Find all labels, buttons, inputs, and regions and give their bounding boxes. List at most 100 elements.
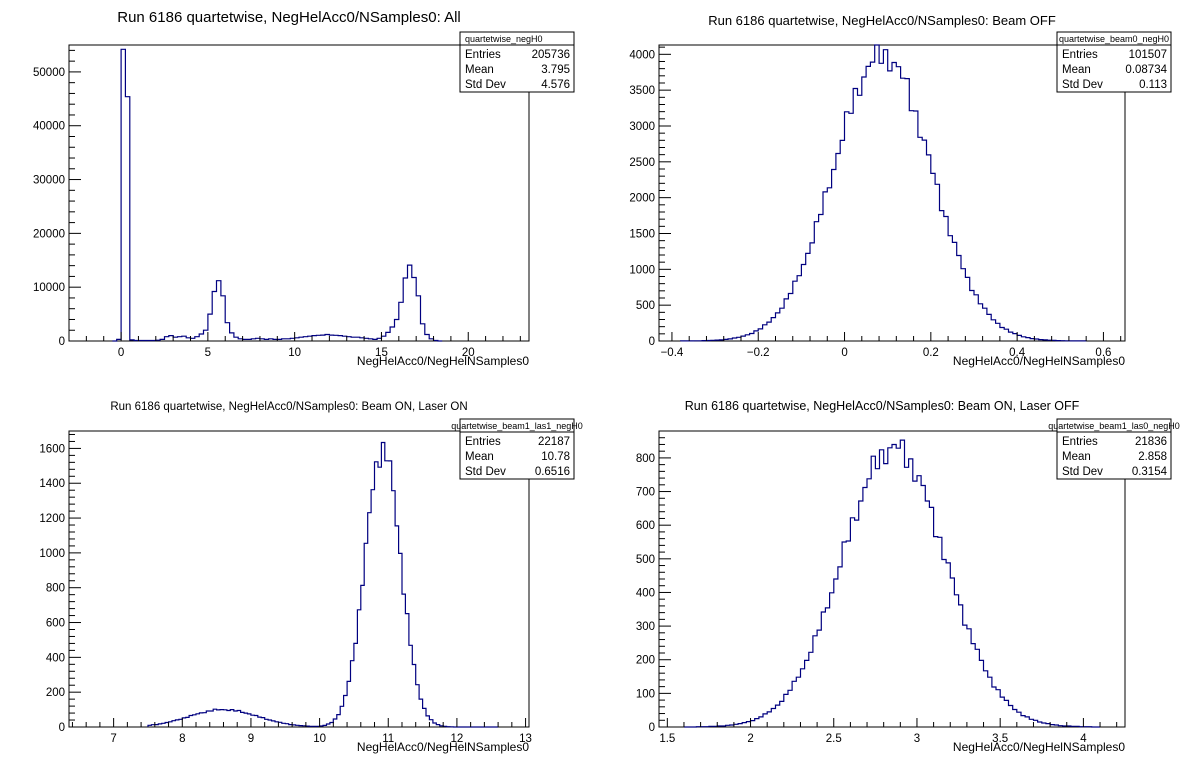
x-tick-label: 10: [313, 733, 326, 745]
x-tick-label: 15: [375, 347, 388, 359]
stats-mean-value: 10.78: [541, 451, 570, 463]
stats-std-dev-value: 4.576: [541, 79, 570, 91]
x-axis-label: NegHelAcc0/NegHelNSamples0: [953, 354, 1125, 368]
x-tick-label: 12: [451, 733, 464, 745]
x-tick-label: 0: [841, 347, 847, 359]
stats-box: quartetwise_negH0 Entries 205736 Mean 3.795 S…: [459, 31, 575, 93]
x-tick-label: 10: [288, 347, 301, 359]
stats-entries-value: 21836: [1135, 436, 1167, 448]
stats-mean-label: Mean: [1062, 64, 1091, 76]
stats-mean-label: Mean: [465, 64, 494, 76]
stats-entries-label: Entries: [465, 49, 501, 61]
y-tick-label: 3500: [629, 85, 655, 97]
stats-std-dev-value: 0.6516: [535, 466, 570, 478]
y-tick-label: 600: [46, 618, 65, 630]
y-tick-label: 600: [636, 520, 655, 532]
x-tick-label: 5: [205, 347, 211, 359]
histogram-series: [147, 441, 499, 728]
y-tick-label: 1000: [39, 548, 65, 560]
x-tick-label: 0.4: [1009, 347, 1026, 359]
y-tick-label: 2500: [629, 157, 655, 169]
stats-std-dev-label: Std Dev: [1062, 466, 1103, 478]
stats-histogram-name: quartetwise_negH0: [465, 34, 543, 44]
y-tick-label: 2000: [629, 193, 655, 205]
y-tick-label: 200: [636, 655, 655, 667]
chart-title: Run 6186 quartetwise, NegHelAcc0/NSample…: [110, 401, 467, 413]
y-tick-label: 300: [636, 621, 655, 633]
stats-box-frame: [1056, 418, 1172, 480]
y-tick-label: 400: [46, 652, 65, 664]
y-tick-label: 1200: [39, 513, 65, 525]
x-tick-label: 2.5: [826, 733, 842, 745]
x-tick-label: 3.5: [992, 733, 1008, 745]
x-axis-label: NegHelAcc0/NegHelNSamples0: [953, 740, 1125, 754]
y-tick-label: 700: [636, 487, 655, 499]
stats-box-frame: [459, 418, 575, 480]
stats-std-dev-label: Std Dev: [1062, 79, 1103, 91]
stats-box: quartetwise_beam1_las1_negH0 Entries 22187…: [451, 418, 583, 480]
histogram-panel-1: Run 6186 quartetwise, NegHelAcc0/NSample…: [33, 9, 575, 368]
y-tick-label: 1600: [39, 443, 65, 455]
stats-mean-label: Mean: [465, 451, 494, 463]
y-tick-label: 500: [636, 300, 655, 312]
y-tick-label: 50000: [33, 67, 65, 79]
y-tick-label: 0: [59, 336, 65, 348]
x-axis-label: NegHelAcc0/NegHelNSamples0: [357, 354, 529, 368]
stats-mean-label: Mean: [1062, 451, 1091, 463]
stats-entries-label: Entries: [465, 436, 501, 448]
stats-entries-label: Entries: [1062, 49, 1098, 61]
x-tick-label: −0.2: [747, 347, 770, 359]
plot-frame: [658, 430, 1126, 728]
histogram-panel-2: Run 6186 quartetwise, NegHelAcc0/NSample…: [629, 13, 1172, 368]
stats-histogram-name: quartetwise_beam1_las0_negH0: [1048, 421, 1180, 431]
x-tick-label: 1.5: [659, 733, 675, 745]
stats-entries-value: 101507: [1129, 49, 1167, 61]
stats-histogram-name: quartetwise_beam1_las1_negH0: [451, 421, 583, 431]
x-tick-label: 20: [462, 347, 475, 359]
x-tick-label: 8: [179, 733, 185, 745]
chart-title: Run 6186 quartetwise, NegHelAcc0/NSample…: [117, 9, 461, 26]
x-tick-label: 13: [519, 733, 532, 745]
y-tick-label: 20000: [33, 228, 65, 240]
stats-histogram-name: quartetwise_beam0_negH0: [1059, 34, 1169, 44]
y-tick-label: 100: [636, 688, 655, 700]
y-tick-label: 800: [636, 453, 655, 465]
x-tick-label: 4: [1080, 733, 1087, 745]
y-tick-label: 0: [59, 722, 65, 734]
stats-box-frame: [1056, 31, 1172, 93]
histogram-series: [112, 48, 443, 342]
y-tick-label: 0: [649, 722, 655, 734]
x-tick-label: 2: [747, 733, 753, 745]
chart-title: Run 6186 quartetwise, NegHelAcc0/NSample…: [708, 13, 1056, 28]
x-tick-label: 0.2: [923, 347, 939, 359]
x-tick-label: 11: [382, 733, 394, 745]
x-tick-label: 7: [110, 733, 116, 745]
histogram-panel-4: Run 6186 quartetwise, NegHelAcc0/NSample…: [636, 399, 1180, 754]
stats-std-dev-value: 0.113: [1139, 79, 1167, 91]
y-tick-label: 800: [46, 583, 65, 595]
chart-title: Run 6186 quartetwise, NegHelAcc0/NSample…: [685, 399, 1080, 413]
x-axis-label: NegHelAcc0/NegHelNSamples0: [357, 740, 529, 754]
stats-mean-value: 2.858: [1138, 451, 1167, 463]
histogram-series: [680, 44, 1087, 342]
x-tick-label: 0.6: [1095, 347, 1111, 359]
stats-box-frame: [459, 31, 575, 93]
stats-entries-label: Entries: [1062, 436, 1098, 448]
y-tick-label: 400: [636, 587, 655, 599]
stats-mean-value: 0.08734: [1125, 64, 1167, 76]
stats-mean-value: 3.795: [541, 64, 570, 76]
stats-std-dev-label: Std Dev: [465, 79, 506, 91]
y-tick-label: 500: [636, 554, 655, 566]
stats-entries-value: 22187: [538, 436, 570, 448]
stats-std-dev-label: Std Dev: [465, 466, 506, 478]
stats-std-dev-value: 0.3154: [1132, 466, 1168, 478]
y-tick-label: 1400: [39, 478, 65, 490]
y-tick-label: 30000: [33, 175, 65, 187]
histogram-panel-3: Run 6186 quartetwise, NegHelAcc0/NSample…: [39, 401, 582, 754]
y-tick-label: 1000: [629, 264, 655, 276]
stats-box: quartetwise_beam1_las0_negH0 Entries 21836…: [1048, 418, 1180, 480]
plot-frame: [68, 430, 530, 728]
y-tick-label: 0: [649, 336, 655, 348]
stats-box: quartetwise_beam0_negH0 Entries 101507 Mean…: [1056, 31, 1172, 93]
